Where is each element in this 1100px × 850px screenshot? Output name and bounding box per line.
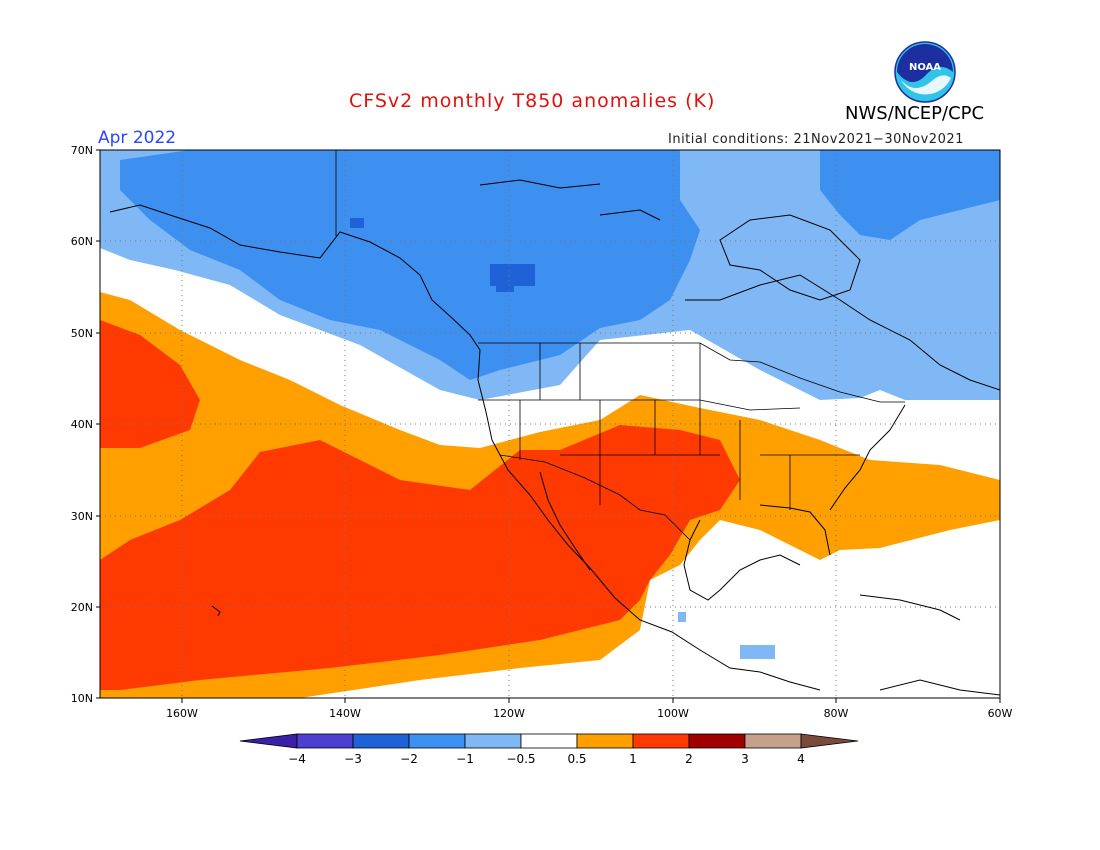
colorbar-label: −4 — [288, 752, 306, 766]
colorbar-bin — [296, 733, 354, 749]
lon-label: 60W — [987, 707, 1013, 720]
logo-text: NOAA — [909, 62, 941, 73]
colorbar-right-arrow — [800, 733, 859, 749]
valid-month: Apr 2022 — [98, 128, 177, 148]
noaa-logo: NOAA — [894, 41, 956, 103]
anomaly-spot-darkblue — [350, 218, 364, 228]
lat-label: 20N — [70, 601, 93, 614]
colorbar-label: 1 — [629, 752, 637, 766]
political-borders — [335, 150, 905, 541]
colorbar-bin — [688, 733, 746, 749]
coastlines — [109, 179, 1000, 696]
lat-label: 40N — [70, 418, 93, 431]
colorbar-bin — [744, 733, 802, 749]
colorbar-label: 4 — [797, 752, 805, 766]
anomaly-spot-lightblue — [678, 612, 686, 622]
graticule — [100, 150, 1000, 698]
colorbar — [239, 733, 859, 749]
anomaly-region-blue-east — [820, 150, 1000, 240]
anomaly-region-red — [100, 320, 200, 448]
lat-label: 30N — [70, 510, 93, 523]
colorbar-bin — [632, 733, 690, 749]
lon-label: 160W — [166, 707, 198, 720]
anomaly-spot-lightblue — [740, 645, 775, 659]
colorbar-bin — [520, 733, 578, 749]
axis-ticks — [96, 149, 1001, 703]
colorbar-label: −3 — [344, 752, 362, 766]
lat-label: 70N — [70, 144, 93, 157]
lon-label: 100W — [657, 707, 689, 720]
colorbar-label: 2 — [685, 752, 693, 766]
colorbar-label: −0.5 — [506, 752, 536, 766]
anomaly-spot-darkblue — [496, 280, 514, 292]
colorbar-bin — [576, 733, 634, 749]
anomaly-region-red — [100, 425, 740, 690]
lat-label: 60N — [70, 235, 93, 248]
lon-label: 120W — [493, 707, 525, 720]
colorbar-label: 0.5 — [567, 752, 587, 766]
colorbar-bin — [408, 733, 466, 749]
lon-label: 80W — [823, 707, 849, 720]
lat-label: 10N — [70, 692, 93, 705]
chart-title: CFSv2 monthly T850 anomalies (K) — [349, 90, 716, 112]
colorbar-label: −1 — [456, 752, 474, 766]
initial-conditions: Initial conditions: 21Nov2021−30Nov2021 — [668, 132, 964, 147]
colorbar-label: 3 — [741, 752, 749, 766]
colorbar-left-arrow — [239, 733, 298, 749]
lon-label: 140W — [329, 707, 361, 720]
colorbar-bin — [464, 733, 522, 749]
agency-label: NWS/NCEP/CPC — [845, 103, 985, 124]
colorbar-bin — [352, 733, 410, 749]
lat-label: 50N — [70, 327, 93, 340]
colorbar-label: −2 — [400, 752, 418, 766]
anomaly-region-blue — [120, 150, 700, 380]
